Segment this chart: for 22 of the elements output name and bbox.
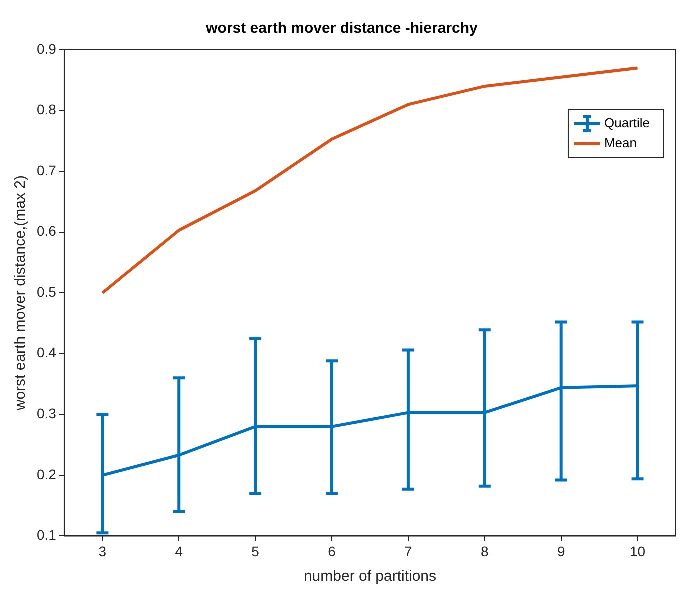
y-tick-label: 0.2 xyxy=(36,466,57,482)
x-tick-label: 10 xyxy=(630,543,646,560)
chart-title: worst earth mover distance -hierarchy xyxy=(205,20,479,38)
x-axis-title: number of partitions xyxy=(304,568,437,586)
y-tick-label: 0.6 xyxy=(36,223,57,240)
legend-label: Mean xyxy=(604,136,638,151)
x-tick-label: 6 xyxy=(328,543,336,560)
x-tick-label: 9 xyxy=(557,543,566,560)
y-axis-title: worst earth mover distance,(max 2) xyxy=(12,176,30,412)
y-tick-label: 0.7 xyxy=(36,162,57,178)
x-tick-label: 8 xyxy=(480,543,489,560)
y-tick-label: 0.4 xyxy=(36,344,57,361)
legend-label: Quartile xyxy=(604,116,650,131)
x-tick-label: 7 xyxy=(404,543,413,560)
y-tick-label: 0.1 xyxy=(36,527,57,544)
y-tick-label: 0.8 xyxy=(36,102,57,118)
y-tick-label: 0.5 xyxy=(36,284,57,300)
x-tick-label: 5 xyxy=(252,543,260,560)
y-tick-label: 0.3 xyxy=(36,406,57,422)
x-tick-label: 4 xyxy=(175,543,184,560)
y-tick-label: 0.9 xyxy=(36,40,57,57)
x-tick-label: 3 xyxy=(98,543,107,560)
